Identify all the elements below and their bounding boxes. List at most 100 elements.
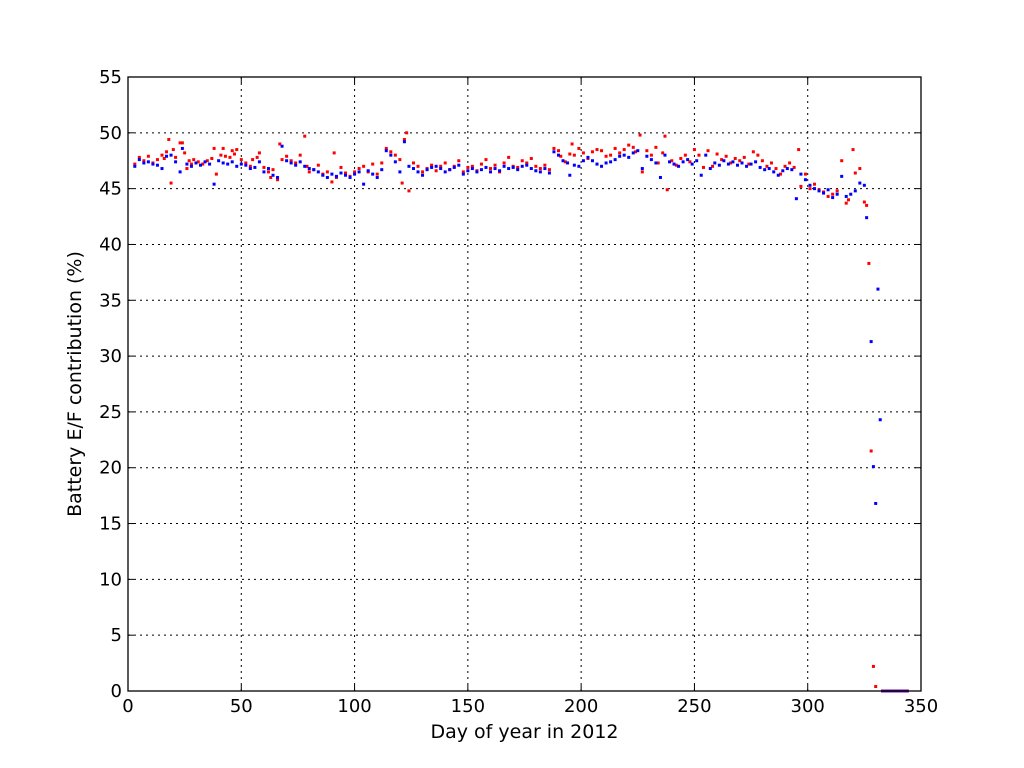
- data-point: [251, 158, 255, 162]
- data-point: [484, 158, 488, 162]
- data-point: [803, 178, 807, 182]
- data-point: [803, 172, 807, 176]
- data-point: [742, 155, 746, 159]
- data-point: [167, 138, 171, 142]
- data-point: [724, 154, 728, 158]
- data-point: [547, 168, 551, 172]
- data-point: [726, 162, 730, 166]
- data-point: [520, 164, 524, 168]
- data-point: [695, 159, 699, 163]
- data-point: [711, 164, 715, 168]
- data-point: [443, 170, 447, 174]
- data-point: [679, 156, 683, 160]
- data-point: [384, 149, 388, 153]
- data-point: [285, 159, 289, 163]
- data-point: [572, 163, 576, 167]
- data-point: [654, 145, 658, 149]
- data-point: [538, 167, 542, 171]
- data-point: [520, 159, 524, 163]
- data-point: [434, 164, 438, 168]
- data-point: [862, 183, 866, 187]
- data-point: [874, 501, 878, 505]
- data-point: [405, 131, 409, 135]
- data-point: [835, 189, 839, 193]
- data-point: [212, 146, 216, 150]
- data-point: [205, 159, 209, 163]
- data-point: [568, 152, 572, 156]
- data-point: [470, 167, 474, 171]
- y-tick-label: 20: [99, 458, 122, 479]
- data-point: [353, 170, 357, 174]
- data-point: [590, 150, 594, 154]
- data-point: [754, 160, 758, 164]
- data-point: [214, 172, 218, 176]
- data-point: [844, 201, 848, 205]
- data-point: [586, 155, 590, 159]
- data-point: [634, 150, 638, 154]
- data-point: [239, 158, 243, 162]
- data-point: [645, 149, 649, 153]
- data-point: [443, 161, 447, 165]
- data-point: [402, 140, 406, 144]
- data-point: [371, 162, 375, 166]
- data-point: [174, 155, 178, 159]
- data-point: [133, 164, 137, 168]
- data-point: [767, 167, 771, 171]
- data-point: [357, 170, 361, 174]
- data-point: [269, 175, 273, 179]
- data-point: [534, 164, 538, 168]
- data-point: [853, 189, 857, 193]
- y-tick-label: 0: [111, 681, 122, 702]
- data-point: [165, 150, 169, 154]
- data-point: [722, 159, 726, 163]
- data-point: [683, 153, 687, 157]
- data-point: [704, 153, 708, 157]
- data-point: [701, 165, 705, 169]
- data-point: [416, 170, 420, 174]
- plot-frame: [127, 76, 922, 692]
- data-point: [303, 134, 307, 138]
- data-point: [457, 159, 461, 163]
- data-point: [729, 161, 733, 165]
- data-point: [577, 146, 581, 150]
- data-point: [411, 167, 415, 171]
- data-point: [192, 158, 196, 162]
- data-point: [561, 159, 565, 163]
- data-point: [867, 261, 871, 265]
- data-point: [758, 165, 762, 169]
- data-point: [613, 158, 617, 162]
- data-point: [430, 165, 434, 169]
- data-point: [398, 170, 402, 174]
- data-point: [332, 151, 336, 155]
- data-point: [479, 168, 483, 172]
- data-point: [799, 172, 803, 176]
- data-point: [160, 167, 164, 171]
- data-point: [178, 170, 182, 174]
- data-point: [627, 143, 631, 147]
- data-point: [402, 138, 406, 142]
- data-point: [357, 167, 361, 171]
- data-point: [479, 162, 483, 166]
- data-point: [312, 168, 316, 172]
- data-point: [808, 187, 812, 191]
- y-tick-label: 55: [99, 67, 122, 88]
- data-point: [849, 192, 853, 196]
- data-point: [407, 189, 411, 193]
- data-point: [785, 167, 789, 171]
- data-point: [613, 146, 617, 150]
- data-point: [280, 144, 284, 148]
- data-point: [581, 159, 585, 163]
- data-point: [516, 165, 520, 169]
- data-point: [808, 183, 812, 187]
- data-point: [813, 182, 817, 186]
- data-point: [380, 161, 384, 165]
- data-point: [556, 153, 560, 157]
- data-point: [271, 173, 275, 177]
- data-point: [769, 161, 773, 165]
- data-point: [235, 164, 239, 168]
- x-tick-label: 50: [230, 696, 253, 717]
- data-point: [858, 167, 862, 171]
- data-point: [851, 148, 855, 152]
- data-point: [871, 465, 875, 469]
